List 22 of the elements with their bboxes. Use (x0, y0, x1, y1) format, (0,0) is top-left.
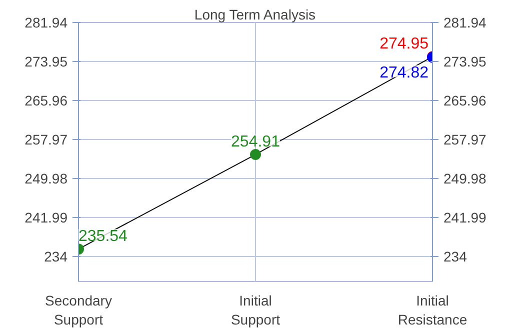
y-tick-label: 241.99 (24, 210, 68, 226)
y-tick-label: 273.95 (24, 54, 68, 70)
y2-tick-label: 257.97 (444, 132, 487, 148)
data-label: 254.91 (231, 133, 280, 150)
y-tick-label: 249.98 (24, 170, 68, 187)
y2-tick-label: 273.95 (444, 54, 487, 70)
data-label: 274.95 (380, 36, 429, 53)
y2-tick-label: 249.98 (444, 170, 487, 187)
y-tick-label: 265.96 (24, 92, 68, 109)
data-label: 235.54 (78, 228, 128, 246)
y2-tick-label: 265.96 (444, 92, 487, 109)
y2-tick-label: 241.99 (444, 210, 487, 226)
chart-title: Long Term Analysis (194, 6, 316, 22)
data-label: 274.82 (380, 64, 429, 82)
y-tick-label: 234 (44, 248, 68, 265)
y-tick-label: 281.94 (24, 14, 68, 30)
y-tick-label: 257.97 (24, 132, 68, 148)
y2-tick-label: 234 (444, 248, 468, 265)
x-tick-label: Initial Support (230, 292, 280, 328)
y2-tick-label: 281.94 (444, 14, 487, 30)
x-tick-label: Secondary Support (45, 292, 112, 328)
x-tick-label: Initial Resistance (398, 292, 468, 328)
